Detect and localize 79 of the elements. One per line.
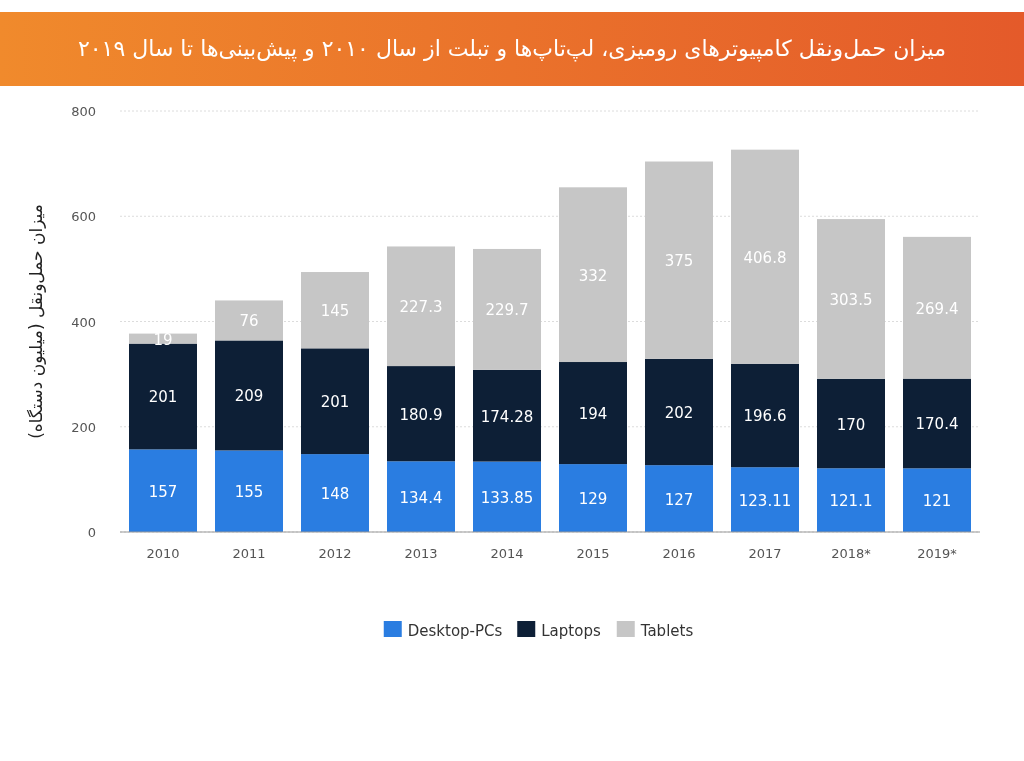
data-label: 133.85 <box>480 488 534 507</box>
bar <box>559 362 627 465</box>
bar <box>129 449 197 532</box>
y-tick-label: 800 <box>71 104 96 119</box>
x-tick-label: 2019* <box>917 546 958 561</box>
legend-label: Tablets <box>639 622 694 640</box>
bar <box>387 366 455 462</box>
legend-label: Desktop-PCs <box>407 622 503 640</box>
bar <box>301 454 369 532</box>
data-label: 134.4 <box>399 488 443 507</box>
bar <box>731 467 799 532</box>
data-label: 123.11 <box>738 491 792 510</box>
x-tick-label: 2011 <box>232 546 266 561</box>
chart-title: میزان حمل‌ونقل کامپیوترهای رومیزی، لپ‌تاپ‌ها و تبلت از سال ۲۰۱۰ و پیش‌بینی‌ها تا سال ۲۰۱۹ <box>77 36 947 62</box>
data-label: 303.5 <box>829 290 873 309</box>
data-label: 406.8 <box>743 248 787 267</box>
data-label: 269.4 <box>915 299 959 318</box>
y-axis-title: میزان حمل‌ونقل (میلیون دستگاه) <box>26 204 46 439</box>
data-label: 155 <box>234 483 264 502</box>
bar <box>473 369 541 462</box>
y-tick-label: 400 <box>71 314 96 330</box>
bar <box>559 464 627 532</box>
bar <box>645 358 713 466</box>
data-label: 127 <box>664 490 694 509</box>
x-tick-label: 2010 <box>146 546 180 561</box>
bar <box>301 272 369 349</box>
bar <box>387 246 455 367</box>
y-tick-label: 200 <box>71 419 96 435</box>
bar <box>903 468 971 532</box>
data-label: 19 <box>153 330 173 349</box>
bar <box>215 300 283 341</box>
bar <box>215 340 283 451</box>
bar <box>817 378 885 469</box>
data-label: 202 <box>664 404 694 423</box>
bar <box>731 149 799 364</box>
data-label: 76 <box>239 312 259 331</box>
bar <box>731 363 799 468</box>
bar <box>215 450 283 532</box>
data-label: 375 <box>664 252 694 271</box>
data-label: 201 <box>148 388 178 407</box>
y-tick-label: 0 <box>87 525 96 540</box>
x-tick-label: 2018* <box>831 546 872 561</box>
data-label: 196.6 <box>743 407 787 426</box>
data-label: 145 <box>320 302 350 321</box>
bar <box>903 236 971 379</box>
bar <box>645 465 713 532</box>
y-tick-label: 600 <box>71 209 96 225</box>
bar <box>301 348 369 455</box>
bar <box>817 468 885 532</box>
data-label: 170 <box>836 415 866 434</box>
bar <box>129 343 197 450</box>
data-label: 332 <box>578 266 608 285</box>
data-label: 157 <box>148 482 178 501</box>
data-label: 229.7 <box>485 301 529 320</box>
legend-label: Laptops <box>541 622 601 640</box>
bar <box>817 219 885 379</box>
x-tick-label: 2015 <box>576 546 610 561</box>
x-tick-label: 2017 <box>748 546 782 561</box>
data-label: 121.1 <box>829 492 873 511</box>
data-label: 121 <box>922 492 952 511</box>
x-tick-label: 2013 <box>404 546 438 561</box>
x-tick-label: 2016 <box>662 546 696 561</box>
bar <box>473 461 541 532</box>
bar <box>903 378 971 469</box>
bar <box>559 187 627 363</box>
bar <box>387 461 455 532</box>
data-label: 170.4 <box>915 415 959 434</box>
data-label: 174.28 <box>480 407 534 426</box>
data-label: 194 <box>578 405 608 424</box>
bar <box>473 248 541 370</box>
x-tick-label: 2014 <box>490 546 524 561</box>
data-label: 180.9 <box>399 405 443 424</box>
x-tick-label: 2012 <box>318 546 352 561</box>
bar <box>645 161 713 359</box>
data-label: 201 <box>320 393 350 412</box>
data-label: 148 <box>320 485 350 504</box>
data-label: 227.3 <box>399 298 443 317</box>
data-label: 209 <box>234 387 264 406</box>
data-label: 129 <box>578 490 608 509</box>
